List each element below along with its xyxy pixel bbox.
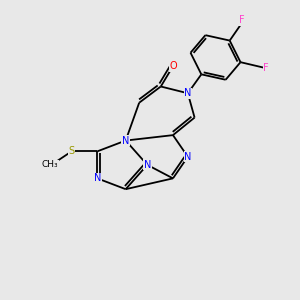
Text: CH₃: CH₃	[42, 160, 58, 169]
Text: F: F	[263, 63, 269, 73]
Text: N: N	[144, 160, 151, 170]
Text: N: N	[184, 88, 191, 98]
Text: N: N	[94, 173, 101, 183]
Text: F: F	[239, 15, 245, 25]
Text: N: N	[184, 152, 191, 162]
Text: N: N	[122, 136, 129, 146]
Text: O: O	[169, 61, 177, 71]
Text: S: S	[69, 146, 75, 156]
